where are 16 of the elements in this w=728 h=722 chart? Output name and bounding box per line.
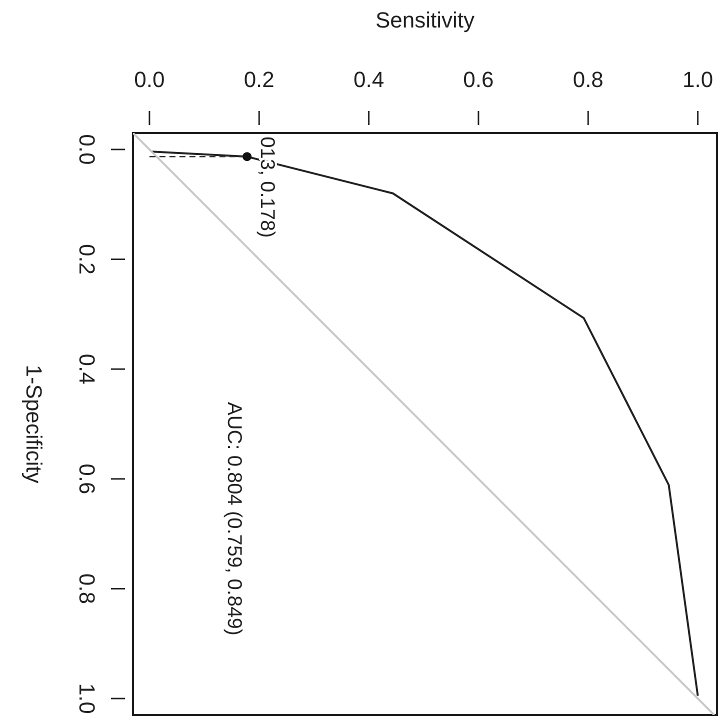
- y-tick-label: 0.4: [74, 354, 100, 384]
- x-tick-label: 0.2: [244, 67, 274, 92]
- y-tick-label: 0.0: [74, 134, 100, 165]
- x-tick-label: 0.6: [463, 67, 494, 92]
- y-tick-label: 1.0: [74, 683, 100, 714]
- y-axis-title: 1-Specificity: [22, 364, 46, 484]
- y-tick-label: 0.6: [74, 464, 100, 494]
- x-tick-label: 0.8: [572, 67, 604, 92]
- y-tick-label: 0.2: [74, 244, 100, 275]
- annotation: 013, 0.178): [256, 136, 278, 238]
- annotation: AUC: 0.804 (0.759, 0.849): [222, 402, 245, 636]
- y-tick-label: 0.8: [74, 573, 100, 604]
- x-tick-label: 1.0: [682, 67, 714, 92]
- x-tick-label: 0.0: [134, 67, 165, 92]
- x-axis-title: Sensitivity: [375, 8, 475, 33]
- x-tick-label: 0.4: [353, 67, 384, 92]
